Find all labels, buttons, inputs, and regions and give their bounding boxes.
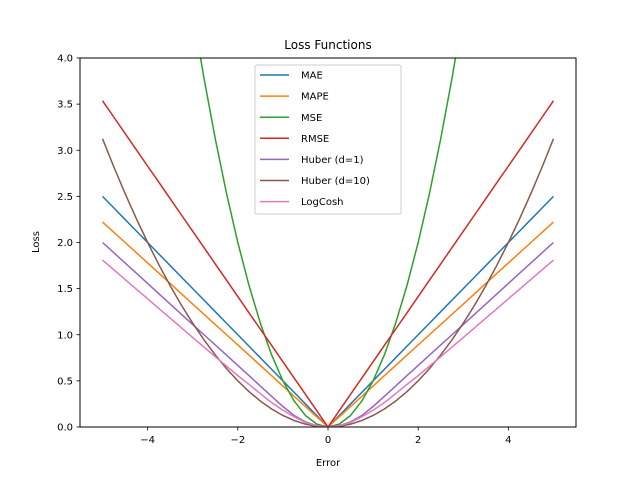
x-tick-label: −4 — [140, 435, 155, 446]
y-tick-label: 1.0 — [57, 330, 73, 341]
legend-label: Huber (d=10) — [301, 176, 370, 187]
chart-title: Loss Functions — [284, 38, 371, 52]
legend-item: MSE — [260, 113, 322, 124]
series-line — [102, 241, 554, 427]
legend-label: Huber (d=1) — [301, 155, 364, 166]
legend-label: MSE — [301, 113, 322, 124]
x-tick-label: 4 — [505, 435, 511, 446]
y-tick-label: 0.0 — [57, 423, 73, 434]
y-tick-label: 3.0 — [57, 146, 73, 157]
series-line — [102, 259, 554, 427]
y-tick-label: 1.5 — [57, 284, 73, 295]
x-tick-label: −2 — [230, 435, 245, 446]
y-tick-label: 2.0 — [57, 238, 73, 249]
legend-label: MAPE — [301, 92, 329, 103]
legend-item: Huber (d=10) — [260, 176, 370, 187]
x-axis-ticks: −4 −2 0 2 4 — [140, 427, 512, 446]
legend-label: RMSE — [301, 134, 329, 145]
series-line — [102, 221, 554, 427]
series-line — [101, 100, 555, 427]
legend-item: RMSE — [260, 134, 329, 145]
series-line — [102, 195, 554, 427]
legend-item: MAPE — [260, 92, 329, 103]
series-line — [101, 138, 555, 427]
legend: MAE MAPE MSE RMSE Huber (d=1) Huber (d=10) Log… — [254, 64, 402, 215]
y-axis-label: Loss — [31, 231, 42, 253]
y-tick-label: 4.0 — [57, 54, 73, 65]
x-tick-label: 0 — [325, 435, 331, 446]
y-tick-label: 3.5 — [57, 100, 73, 111]
y-axis-ticks: 0.0 0.5 1.0 1.5 2.0 2.5 3.0 3.5 4.0 — [57, 54, 80, 434]
legend-item: LogCosh — [260, 197, 344, 208]
legend-box — [254, 64, 402, 215]
legend-item: MAE — [260, 71, 323, 82]
legend-label: LogCosh — [301, 197, 344, 208]
legend-label: MAE — [301, 71, 323, 82]
x-tick-label: 2 — [415, 435, 421, 446]
x-axis-label: Error — [316, 458, 341, 469]
legend-item: Huber (d=1) — [260, 155, 364, 166]
y-tick-label: 0.5 — [57, 376, 73, 387]
y-tick-label: 2.5 — [57, 192, 73, 203]
series-layer — [101, 58, 555, 427]
